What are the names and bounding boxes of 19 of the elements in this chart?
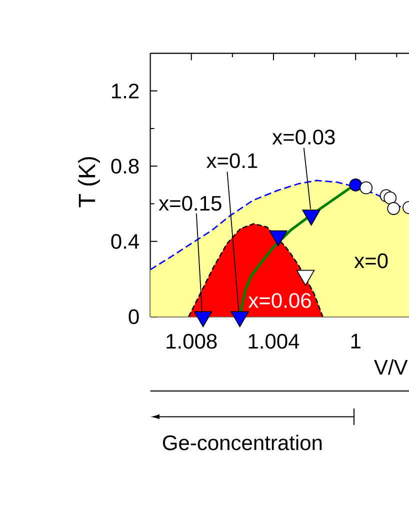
x-tick-label: 1.008	[166, 334, 217, 349]
point	[384, 192, 397, 204]
x-tick-label: 1.004	[248, 334, 300, 349]
annotation: x=0.03	[272, 130, 335, 145]
point	[387, 202, 400, 215]
point	[360, 181, 373, 194]
point	[349, 178, 362, 192]
text: Ge-concentration	[162, 434, 322, 450]
annotation: x=0	[354, 253, 388, 268]
annotation: x=0.1	[206, 153, 258, 168]
y-tick-label: 1.2	[112, 84, 139, 98]
x-tick-label: 1	[351, 334, 360, 348]
y-tick-label: 0.8	[111, 158, 139, 174]
y-axis-title: T (K)	[78, 157, 100, 208]
y-tick-label: 0	[128, 309, 139, 324]
y-tick-label: 0.4	[111, 234, 139, 249]
annotation: x=0.06	[248, 293, 311, 308]
x-axis-title: V/V	[374, 359, 408, 375]
annotation: x=0.15	[158, 196, 222, 211]
